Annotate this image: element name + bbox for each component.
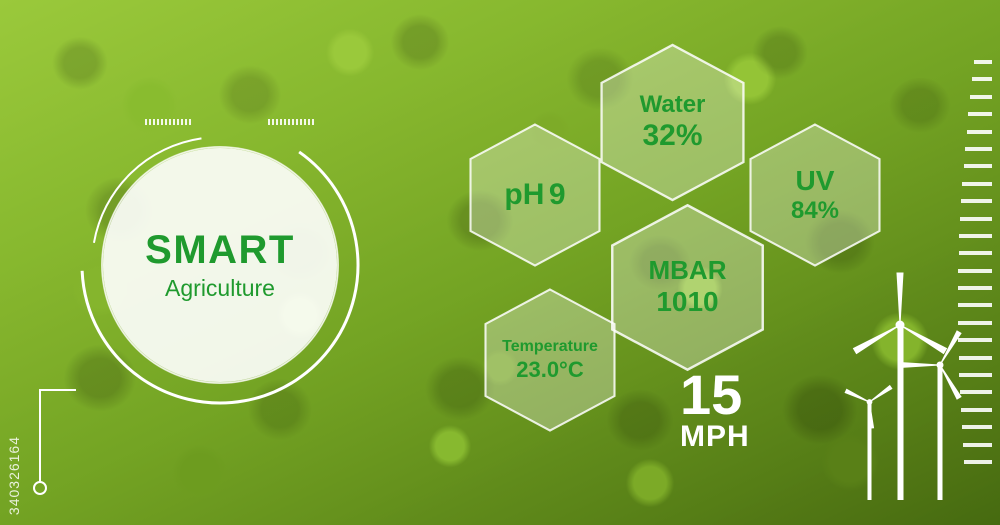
wind-turbine-icon — [790, 270, 970, 500]
tick-strip-icon — [145, 112, 205, 118]
metric-temperature: Temperature 23.0°C — [475, 285, 625, 435]
metric-mbar: MBAR1010 — [600, 200, 775, 375]
main-badge-disc: SMART Agriculture — [103, 148, 337, 382]
metric-water: Water32% — [590, 40, 755, 205]
metric-ph: pH 9 — [460, 120, 610, 270]
watermark-id: 340326164 — [6, 436, 22, 515]
wind-value: 15 — [680, 370, 750, 420]
metric-label: MBAR — [649, 255, 727, 285]
metric-value: 9 — [549, 178, 566, 211]
metric-value: 1010 — [656, 286, 718, 317]
tick-strip-icon — [268, 112, 328, 118]
wind-unit: MPH — [680, 420, 750, 454]
main-subtitle: Agriculture — [165, 275, 275, 302]
hud-accent-icon — [30, 370, 80, 500]
wind-speed: 15 MPH — [680, 370, 750, 454]
metric-value: 32% — [642, 119, 702, 152]
metric-label: UV — [796, 165, 835, 196]
main-title: SMART — [145, 228, 295, 273]
metric-value: 23.0°C — [516, 357, 584, 382]
vertical-gauge — [952, 60, 992, 460]
metric-label: pH — [504, 178, 544, 211]
metric-label: Temperature — [502, 338, 598, 355]
metric-label: Water — [640, 91, 706, 118]
metric-value: 84% — [791, 197, 839, 224]
main-badge: SMART Agriculture — [75, 120, 365, 410]
